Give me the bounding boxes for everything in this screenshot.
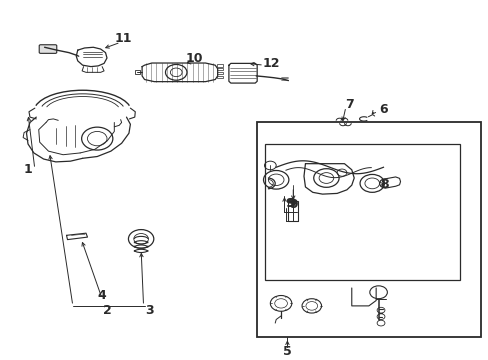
Text: 6: 6 (379, 103, 387, 116)
Bar (264, 144, 459, 280)
Bar (256, 122, 480, 337)
Text: 4: 4 (98, 289, 106, 302)
Bar (216, 72, 222, 75)
Text: 3: 3 (145, 304, 153, 317)
Text: 9: 9 (287, 197, 296, 210)
Text: 10: 10 (185, 52, 203, 65)
Text: 9: 9 (288, 198, 297, 211)
Text: 9: 9 (285, 197, 293, 210)
Bar (288, 201, 298, 221)
Text: 5: 5 (283, 345, 291, 357)
Text: 1: 1 (23, 163, 32, 176)
Bar (216, 68, 222, 70)
Bar (216, 76, 222, 78)
Text: 2: 2 (102, 304, 111, 317)
Text: 7: 7 (344, 98, 353, 111)
Text: 8: 8 (380, 177, 388, 190)
Text: 11: 11 (115, 32, 132, 45)
FancyBboxPatch shape (39, 45, 57, 53)
Bar (216, 64, 222, 67)
Bar (135, 70, 140, 75)
Text: 12: 12 (263, 57, 280, 70)
